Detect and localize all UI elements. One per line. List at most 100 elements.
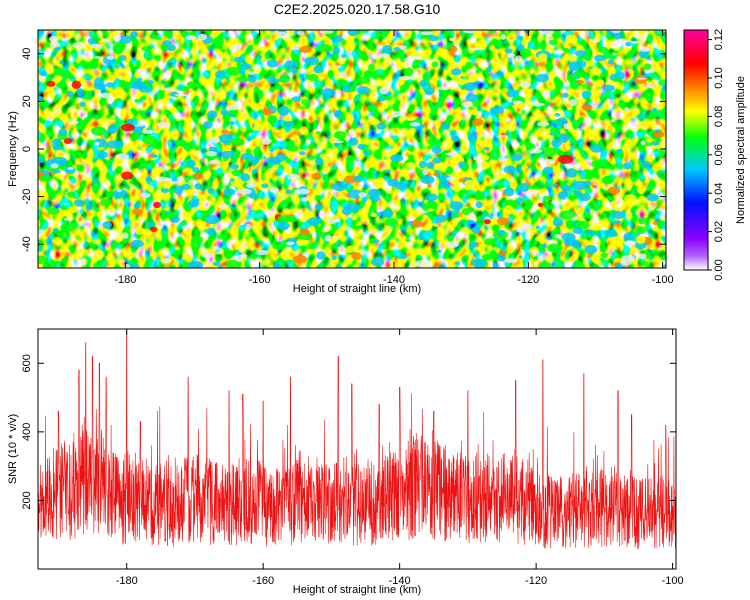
heatmap-peak: [38, 246, 42, 252]
heatmap-peak: [66, 90, 74, 98]
heatmap-trough: [639, 253, 647, 260]
heatmap-trough: [334, 218, 341, 223]
heatmap-peak: [502, 40, 507, 45]
heatmap-trough: [498, 157, 508, 161]
heatmap-peak: [60, 222, 75, 232]
heatmap-peak: [136, 77, 143, 82]
heatmap-peak: [427, 200, 436, 207]
heatmap-trough: [458, 150, 467, 153]
heatmap-peak: [342, 84, 351, 93]
heatmap-peak: [597, 46, 608, 53]
snr-frame: [37, 328, 677, 570]
heatmap-peak: [67, 206, 78, 214]
heatmap-peak: [307, 74, 319, 81]
heatmap-trough: [333, 65, 342, 69]
heatmap-peak: [581, 104, 593, 111]
heatmap-peak: [576, 79, 584, 85]
heatmap-trough: [410, 56, 423, 60]
heatmap-trough: [612, 52, 617, 56]
heatmap-trough: [219, 30, 226, 33]
heatmap-trough: [341, 35, 349, 39]
heatmap-peak: [625, 41, 632, 47]
heatmap-trough: [116, 189, 122, 192]
heatmap-trough: [238, 188, 252, 195]
heatmap-peak: [66, 30, 76, 35]
heatmap-trough: [171, 180, 182, 184]
heatmap-peak: [261, 183, 269, 189]
heatmap-peak: [231, 169, 242, 177]
heatmap-peak: [472, 118, 484, 126]
heatmap-peak: [604, 229, 617, 238]
heatmap-peak: [240, 152, 254, 161]
heatmap-trough: [533, 261, 539, 266]
colorbar-tick-label: 0.04: [713, 182, 725, 203]
heatmap-peak: [377, 96, 386, 102]
heatmap-peak: [296, 239, 307, 246]
heatmap-peak: [574, 50, 587, 57]
heatmap-peak: [181, 184, 191, 190]
heatmap-trough: [275, 31, 288, 36]
heatmap-peak: [537, 202, 544, 207]
heatmap-peak: [223, 188, 236, 197]
heatmap-peak: [171, 215, 180, 223]
heatmap-peak: [607, 59, 615, 65]
snr-y-tick-label: 400: [21, 423, 33, 441]
heatmap-peak: [92, 239, 101, 245]
heatmap-peak: [426, 162, 435, 169]
heatmap-peak: [638, 195, 647, 203]
heatmap-trough: [102, 38, 109, 43]
heatmap-peak: [84, 117, 89, 122]
heatmap-peak: [535, 73, 549, 83]
heatmap-trough: [182, 225, 191, 231]
heatmap-peak: [458, 161, 467, 168]
heatmap-peak: [385, 169, 392, 174]
heatmap-trough: [338, 71, 348, 79]
heatmap-trough: [161, 258, 173, 263]
heatmap-peak: [539, 261, 552, 268]
heatmap-peak: [425, 90, 433, 96]
heatmap-trough: [554, 234, 562, 239]
heatmap-peak: [575, 207, 582, 213]
heatmap-peak: [652, 107, 657, 112]
heatmap-peak: [187, 260, 204, 268]
heatmap-peak: [584, 230, 596, 236]
heatmap-peak: [419, 80, 428, 87]
colorbar-label: Normalized spectral amplitude: [735, 76, 747, 224]
heatmap-peak: [464, 82, 476, 92]
heatmap-trough: [592, 182, 598, 186]
heatmap-peak: [66, 191, 76, 198]
heatmap-trough: [300, 197, 309, 202]
heatmap-peak: [418, 247, 431, 257]
heatmap-peak: [432, 157, 442, 164]
heatmap-peak: [622, 162, 632, 170]
heatmap-trough: [392, 115, 399, 118]
heatmap-trough: [123, 263, 131, 268]
heatmap-trough: [63, 217, 74, 221]
heatmap-peak: [504, 48, 513, 54]
heatmap-peak: [505, 199, 516, 207]
heatmap-peak: [279, 74, 291, 84]
heatmap-peak: [549, 245, 555, 249]
heatmap-peak: [186, 81, 198, 89]
heatmap-peak: [257, 109, 263, 115]
heatmap-peak: [572, 261, 586, 268]
heatmap-peak: [405, 162, 417, 169]
heatmap-peak: [367, 188, 381, 198]
heatmap-peak: [337, 264, 343, 268]
heatmap-trough: [515, 55, 522, 63]
snr-x-tick-label: -160: [252, 575, 274, 587]
heatmap-peak: [133, 203, 141, 209]
heatmap-peak: [420, 175, 435, 184]
heatmap-trough: [115, 153, 129, 160]
heatmap-peak: [642, 261, 648, 265]
colorbar-tick-label: 0.02: [713, 221, 725, 242]
heatmap-peak: [299, 45, 312, 53]
heatmap-peak: [40, 70, 47, 77]
heatmap-peak: [341, 53, 347, 59]
heatmap-peak: [451, 68, 462, 76]
heatmap-peak: [257, 55, 263, 60]
heatmap-x-tick-label: -100: [652, 274, 674, 286]
heatmap-trough: [520, 81, 532, 89]
heatmap-peak: [652, 220, 659, 226]
heatmap-peak: [403, 67, 414, 77]
